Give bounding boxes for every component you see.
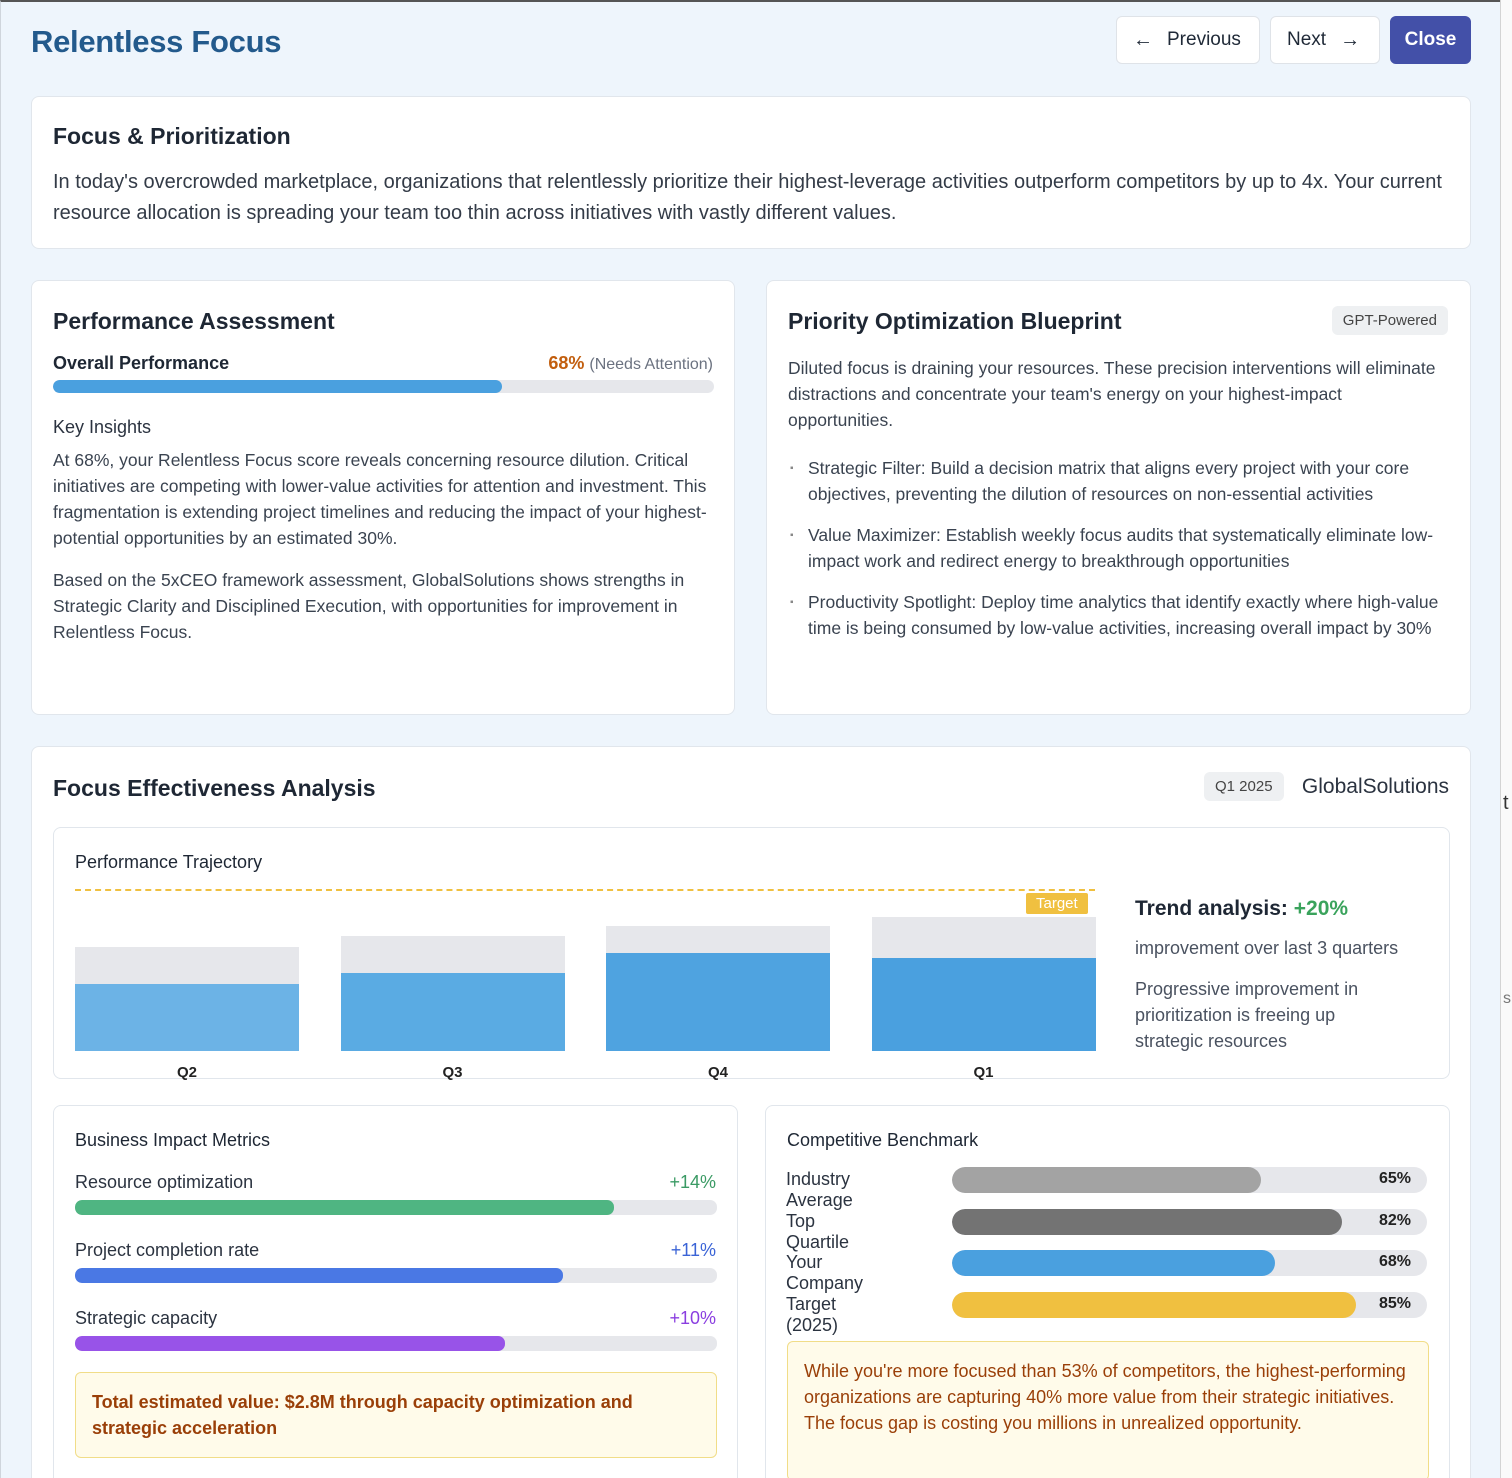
trajectory-chart: Target Q2 Q3 Q4 Q1 (75, 888, 1096, 1081)
bullet-icon: ▪ (790, 597, 794, 608)
trajectory-bar-performance (606, 953, 830, 1051)
trend-note: Progressive improvement in prioritizatio… (1135, 979, 1359, 1051)
close-button[interactable]: Close (1390, 16, 1471, 64)
impact-metric-label: Resource optimization (75, 1172, 254, 1192)
impact-metric-fill (75, 1200, 615, 1215)
blueprint-heading: Priority Optimization Blueprint (788, 308, 1122, 334)
benchmark-value: 82% (1378, 1211, 1411, 1229)
key-insights-heading: Key Insights (53, 417, 152, 437)
previous-button[interactable]: ← Previous (1116, 16, 1260, 64)
next-label: Next (1287, 29, 1327, 50)
benchmark-bar (952, 1208, 1427, 1235)
benchmark-label: Industry Average (786, 1169, 853, 1210)
blueprint-list: ▪ Strategic Filter: Build a decision mat… (788, 455, 1453, 641)
blueprint-item-text: Productivity Spotlight: Deploy time anal… (808, 592, 1439, 638)
analysis-card: Focus Effectiveness Analysis Q1 2025 Glo… (31, 746, 1471, 1478)
previous-label: Previous (1167, 29, 1241, 50)
analysis-heading: Focus Effectiveness Analysis (53, 775, 376, 801)
target-line (75, 889, 1095, 891)
benchmark-fill (952, 1208, 1342, 1235)
benchmark-label: Your Company (786, 1252, 864, 1293)
next-button[interactable]: Next → (1270, 16, 1380, 64)
impact-callout: Total estimated value: $2.8M through cap… (75, 1372, 717, 1458)
insight-paragraph-2: Based on the 5xCEO framework assessment,… (53, 570, 685, 642)
overall-performance-bar (53, 380, 714, 393)
assessment-heading: Performance Assessment (53, 308, 335, 334)
blueprint-intro: Diluted focus is draining your resources… (788, 358, 1436, 430)
benchmark-bar (952, 1250, 1427, 1276)
intro-body: In today's overcrowded marketplace, orga… (53, 171, 1442, 224)
impact-metric-fill (75, 1268, 563, 1283)
blueprint-item-text: Strategic Filter: Build a decision matri… (808, 458, 1410, 504)
benchmark-value: 65% (1378, 1170, 1411, 1187)
overall-performance-label: Overall Performance (53, 353, 230, 373)
trajectory-bar-performance (340, 972, 565, 1051)
background-text-fragment: s (1503, 990, 1511, 1007)
benchmark-label: Target (2025) (786, 1293, 839, 1335)
background-edge (1500, 0, 1512, 1478)
impact-metric-value: +14% (669, 1172, 716, 1192)
trajectory-bar-performance (871, 958, 1096, 1051)
modal-header: Relentless Focus ← Previous Next → Close (31, 16, 1471, 66)
trend-value: +20% (1293, 897, 1349, 920)
trajectory-tick-label: Q3 (442, 1064, 463, 1081)
gpt-powered-badge: GPT-Powered (1331, 306, 1448, 335)
benchmark-value: 68% (1378, 1253, 1411, 1270)
modal-title: Relentless Focus (31, 24, 282, 59)
impact-metric-value: +11% (670, 1240, 716, 1260)
impact-metric-label: Project completion rate (75, 1240, 260, 1260)
overall-performance-score: 68% (Needs Attention) (548, 353, 713, 374)
bullet-icon: ▪ (790, 463, 794, 474)
bullet-icon: ▪ (790, 530, 794, 541)
arrow-right-icon: → (1340, 29, 1361, 51)
trajectory-heading: Performance Trajectory (75, 852, 263, 872)
trend-analysis: Trend analysis: +20% (1135, 897, 1348, 921)
trajectory-tick-label: Q4 (707, 1064, 728, 1081)
blueprint-item: ▪ Strategic Filter: Build a decision mat… (788, 455, 1453, 507)
impact-metric-label: Strategic capacity (75, 1308, 218, 1328)
blueprint-item: ▪ Value Maximizer: Establish weekly focu… (788, 522, 1453, 574)
period-badge: Q1 2025 (1204, 772, 1284, 801)
benchmark-fill (952, 1291, 1356, 1318)
impact-metric-fill (75, 1336, 506, 1351)
assessment-card: Performance Assessment Overall Performan… (31, 280, 735, 715)
benchmark-bar (952, 1291, 1427, 1318)
overall-performance-value: 68% (548, 353, 585, 373)
trajectory-tick-label: Q2 (176, 1064, 197, 1081)
intro-heading: Focus & Prioritization (53, 123, 291, 149)
impact-heading: Business Impact Metrics (75, 1130, 271, 1150)
benchmark-fill (952, 1250, 1275, 1276)
impact-panel: Business Impact Metrics Resource optimiz… (53, 1105, 738, 1478)
arrow-left-icon: ← (1133, 29, 1153, 51)
benchmark-value: 85% (1378, 1294, 1411, 1312)
insight-paragraph-1: At 68%, your Relentless Focus score reve… (53, 450, 707, 548)
benchmark-callout: While you're more focused than 53% of co… (787, 1341, 1429, 1478)
impact-metric-bar (75, 1336, 717, 1351)
trend-label: Trend analysis: (1135, 897, 1288, 920)
benchmark-heading: Competitive Benchmark (787, 1130, 979, 1150)
trend-subtitle: improvement over last 3 quarters (1135, 938, 1399, 958)
intro-card: Focus & Prioritization In today's overcr… (31, 96, 1471, 249)
benchmark-fill (952, 1167, 1261, 1193)
blueprint-card: Priority Optimization Blueprint GPT-Powe… (766, 280, 1471, 715)
impact-metric-value: +10% (669, 1308, 716, 1328)
trajectory-tick-label: Q1 (973, 1064, 994, 1081)
company-name: GlobalSolutions (1301, 775, 1449, 798)
benchmark-label: Top Quartile (786, 1210, 850, 1252)
background-text-fragment: t (1503, 792, 1509, 814)
impact-metric-bar (75, 1268, 717, 1283)
blueprint-item-text: Value Maximizer: Establish weekly focus … (808, 525, 1434, 571)
overall-performance-status: (Needs Attention) (589, 356, 713, 373)
target-label: Target (1026, 893, 1088, 914)
blueprint-item: ▪ Productivity Spotlight: Deploy time an… (788, 589, 1453, 641)
trajectory-bar-performance (75, 983, 299, 1051)
benchmark-bar (952, 1167, 1427, 1193)
trajectory-panel: Performance Trajectory Target Q2 Q3 Q4 Q1 T… (53, 827, 1450, 1081)
impact-metric-bar (75, 1200, 717, 1215)
overall-performance-fill (53, 380, 503, 393)
